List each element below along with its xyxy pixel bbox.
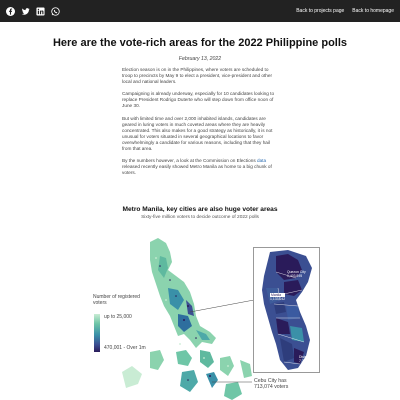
metro-manila-map [262, 250, 312, 370]
article-paragraph: Campaigning is already underway, especia… [122, 91, 275, 109]
cebu-city-annotation: Cebu City has 713,074 voters [254, 378, 289, 391]
inset-pointer [189, 299, 255, 313]
top-bar: Back to projects page Back to homepage [0, 0, 400, 22]
social-share [6, 6, 60, 16]
article-paragraph: But with limited time and over 2,000 inh… [122, 115, 273, 151]
district-ncr-label: District NCR 7,301,093 [299, 355, 318, 363]
linkedin-icon[interactable] [36, 6, 45, 16]
publish-date: February 13, 2022 [178, 56, 222, 62]
comelec-data-link[interactable]: data [256, 158, 267, 164]
map-title: Metro Manila, key cities are also huge v… [122, 206, 278, 213]
manila-value: 1,133,042 [270, 297, 286, 301]
article-paragraph: By the numbers however, a look at the Co… [122, 158, 272, 176]
article-paragraph: Election season is on in the Philippines… [122, 67, 273, 84]
legend-title: Number of registered voters [93, 294, 140, 306]
legend-low-label: up to 25,000 [104, 314, 132, 320]
back-to-homepage-link[interactable]: Back to homepage [352, 8, 394, 14]
map-subtitle: Sixty-five million voters to decide outc… [141, 215, 259, 220]
metro-manila-inset [253, 247, 320, 373]
legend-color-scale [94, 314, 100, 352]
mindoro-visayas [122, 350, 252, 400]
article-body: Election season is on in the Philippines… [122, 67, 280, 183]
municipality-dots-light [155, 257, 229, 367]
legend-high-label: 470,001 - Over 1m [104, 345, 146, 351]
page-title: Here are the vote-rich areas for the 202… [52, 37, 348, 49]
luzon-island [150, 238, 216, 348]
manila-name: Manila [270, 293, 286, 297]
whatsapp-icon[interactable] [51, 6, 60, 16]
twitter-icon[interactable] [21, 7, 30, 16]
top-nav: Back to projects page Back to homepage [296, 8, 394, 14]
back-to-projects-link[interactable]: Back to projects page [296, 8, 345, 14]
quezon-city-label: Quezon City 1,403,895 [287, 270, 306, 278]
manila-label: Manila 1,133,042 [270, 293, 286, 301]
facebook-icon[interactable] [6, 6, 15, 16]
municipality-dots [159, 265, 211, 381]
